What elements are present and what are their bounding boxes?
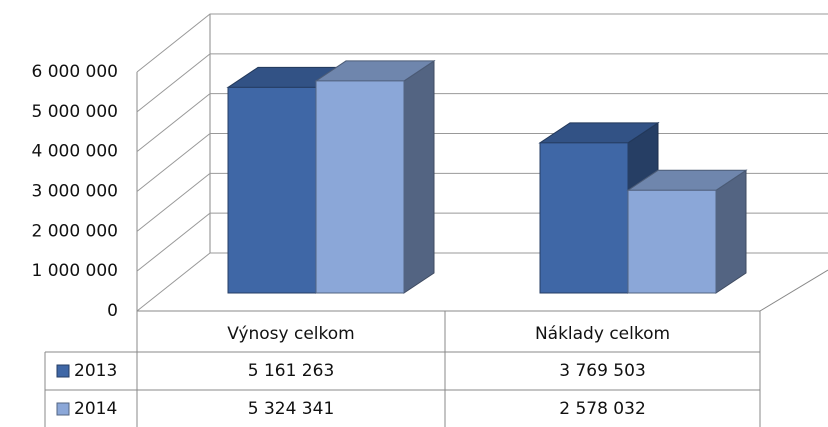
bar — [227, 86, 317, 294]
bar — [627, 189, 717, 294]
y-tick-label: 5 000 000 — [31, 102, 118, 122]
bar — [315, 80, 405, 294]
bar — [539, 142, 629, 294]
grid-line — [136, 13, 828, 73]
legend-label: 2014 — [74, 399, 117, 419]
table-value: 5 161 263 — [248, 361, 335, 381]
y-tick-label: 0 — [107, 301, 118, 321]
y-tick-label: 6 000 000 — [31, 62, 118, 82]
legend-swatch — [56, 402, 70, 416]
table-value: 5 324 341 — [248, 399, 335, 419]
table-value: 2 578 032 — [559, 399, 646, 419]
bar-side — [403, 59, 435, 294]
y-tick-label: 2 000 000 — [31, 221, 118, 241]
table-value: 3 769 503 — [559, 361, 646, 381]
legend-swatch — [56, 364, 70, 378]
legend-label: 2013 — [74, 361, 117, 381]
grid-line — [136, 93, 828, 153]
x-category-label: Výnosy celkom — [227, 324, 354, 344]
y-tick-label: 4 000 000 — [31, 142, 118, 162]
y-tick-label: 3 000 000 — [31, 182, 118, 202]
x-category-label: Náklady celkom — [535, 324, 670, 344]
bar-side — [715, 169, 747, 294]
grid-line — [136, 53, 828, 113]
y-tick-label: 1 000 000 — [31, 261, 118, 281]
